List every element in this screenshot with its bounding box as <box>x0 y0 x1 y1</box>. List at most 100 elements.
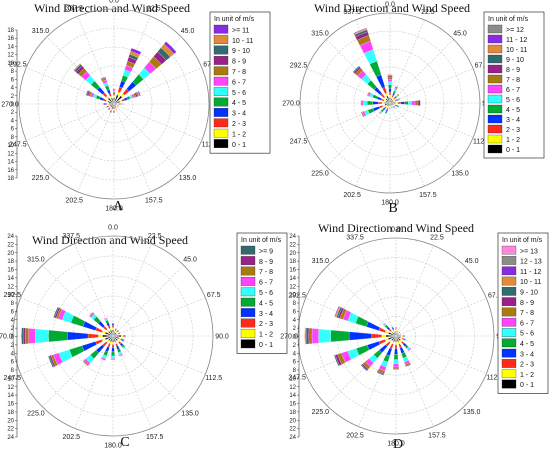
legend: In unit of m/s >= 11 10 - 11 9 - 10 8 - 9 7 -… <box>209 11 271 154</box>
wind-bar-segment <box>111 323 115 326</box>
wind-bar-segment <box>113 109 115 111</box>
radial-tick-label: 22 <box>7 427 14 433</box>
wind-bar-segment <box>411 100 416 106</box>
angle-tick-label: 135.0 <box>179 175 197 182</box>
legend-swatch <box>213 35 229 44</box>
legend-entry: 7 - 8 <box>520 310 534 317</box>
legend-entry: 6 - 7 <box>232 79 246 86</box>
wind-bar-segment <box>114 328 117 330</box>
legend-entry: 4 - 5 <box>520 341 534 348</box>
radial-tick-label: 20 <box>289 418 296 424</box>
angle-tick-label: 292.5 <box>4 292 22 299</box>
radial-tick-label: 18 <box>7 410 14 416</box>
angle-tick-label: 22.5 <box>421 9 435 16</box>
legend-swatch <box>240 245 256 255</box>
wind-bar-segment <box>95 339 103 345</box>
grid-spoke <box>112 335 152 429</box>
radial-tick-label: 24 <box>289 234 296 240</box>
angle-tick-label: 292.5 <box>288 293 306 300</box>
angle-tick-label: 112.5 <box>473 138 490 145</box>
wind-bar-segment <box>334 305 340 318</box>
wind-bar-segment <box>28 328 36 344</box>
wind-bar-segment <box>367 100 373 106</box>
legend-swatch <box>240 297 256 307</box>
grid-spoke <box>112 335 206 375</box>
wind-bar-segment <box>121 334 124 338</box>
angle-tick-label: 337.5 <box>63 233 81 240</box>
wind-bar-segment <box>382 102 385 104</box>
grid-spoke <box>358 335 397 427</box>
radial-tick-label: 10 <box>7 376 14 382</box>
legend-swatch <box>501 328 517 337</box>
radial-tick-label: 14 <box>7 393 14 399</box>
wind-bar-segment <box>113 110 115 112</box>
wind-bar-segment <box>124 334 126 338</box>
wind-bar-segment <box>363 100 368 106</box>
wind-bar-segment <box>304 327 306 345</box>
wind-bar-segment <box>392 368 400 370</box>
radial-tick-label: 16 <box>7 402 14 408</box>
wind-bar-segment <box>88 311 94 317</box>
wind-bar-segment <box>82 360 89 367</box>
angle-tick-label: 247.5 <box>4 375 22 382</box>
radial-tick-label: 18 <box>7 176 14 182</box>
legend-swatch <box>501 297 517 306</box>
legend-entry: 10 - 11 <box>520 279 541 286</box>
legend-entry: 5 - 6 <box>259 290 273 297</box>
legend-swatch <box>240 339 256 349</box>
legend-swatch <box>213 87 229 96</box>
legend-swatch <box>501 266 517 276</box>
wind-bar-segment <box>417 100 421 106</box>
panel-label: A <box>113 199 124 214</box>
wind-bar-segment <box>389 105 391 108</box>
wind-bar-segment <box>378 339 387 345</box>
legend-swatch <box>487 74 503 84</box>
wind-bar-segment <box>395 102 398 104</box>
legend-entry: 8 - 9 <box>232 59 246 66</box>
radial-tick-label: 16 <box>7 36 14 42</box>
grid-spoke <box>389 102 425 187</box>
legend-swatch <box>213 56 229 65</box>
grid-spoke <box>389 102 474 138</box>
grid-spoke <box>395 335 487 374</box>
wind-bar-segment <box>397 330 399 333</box>
angle-tick-label: 135.0 <box>463 409 481 416</box>
radial-tick-label: 4 <box>293 318 297 324</box>
grid-circle <box>37 27 191 181</box>
radial-tick-label: 6 <box>293 360 297 366</box>
radial-tick-label: 10 <box>7 61 14 67</box>
legend-entry: 5 - 6 <box>506 97 520 104</box>
legend-entry: 11 - 12 <box>520 269 541 276</box>
legend-swatch <box>240 318 256 328</box>
radial-tick-label: 12 <box>7 385 14 391</box>
radial-tick-label: 24 <box>7 234 14 240</box>
grid-spoke <box>395 298 487 337</box>
grid-spoke <box>389 68 474 104</box>
wind-bar-segment <box>389 106 391 108</box>
angle-tick-label: 337.5 <box>343 9 361 16</box>
wind-bar-segment <box>376 371 385 376</box>
radial-tick-label: 22 <box>289 242 296 248</box>
legend-swatch <box>487 64 503 74</box>
wind-bar-segment <box>107 103 109 105</box>
legend-entry: 9 - 10 <box>506 57 524 64</box>
radial-tick-label: 0 <box>11 102 15 108</box>
legend-swatch <box>213 128 229 138</box>
wind-bar-segment <box>130 47 142 56</box>
wind-bar-segment <box>318 328 332 344</box>
grid-spoke <box>46 103 115 172</box>
legend-entry: 7 - 8 <box>259 269 273 276</box>
wind-bar-segment <box>387 77 393 80</box>
radial-tick-label: 24 <box>7 435 14 441</box>
wind-bar-segment <box>394 86 399 89</box>
wind-bar-segment <box>111 347 115 352</box>
radial-tick-label: 6 <box>11 77 15 83</box>
radial-tick-label: 18 <box>289 259 296 265</box>
legend-swatch <box>501 276 517 286</box>
radial-tick-label: 16 <box>289 268 296 274</box>
wind-bar-segment <box>118 353 124 357</box>
wind-bar-segment <box>67 331 89 341</box>
wind-bar-segment <box>397 93 400 96</box>
grid-spoke <box>389 39 454 104</box>
